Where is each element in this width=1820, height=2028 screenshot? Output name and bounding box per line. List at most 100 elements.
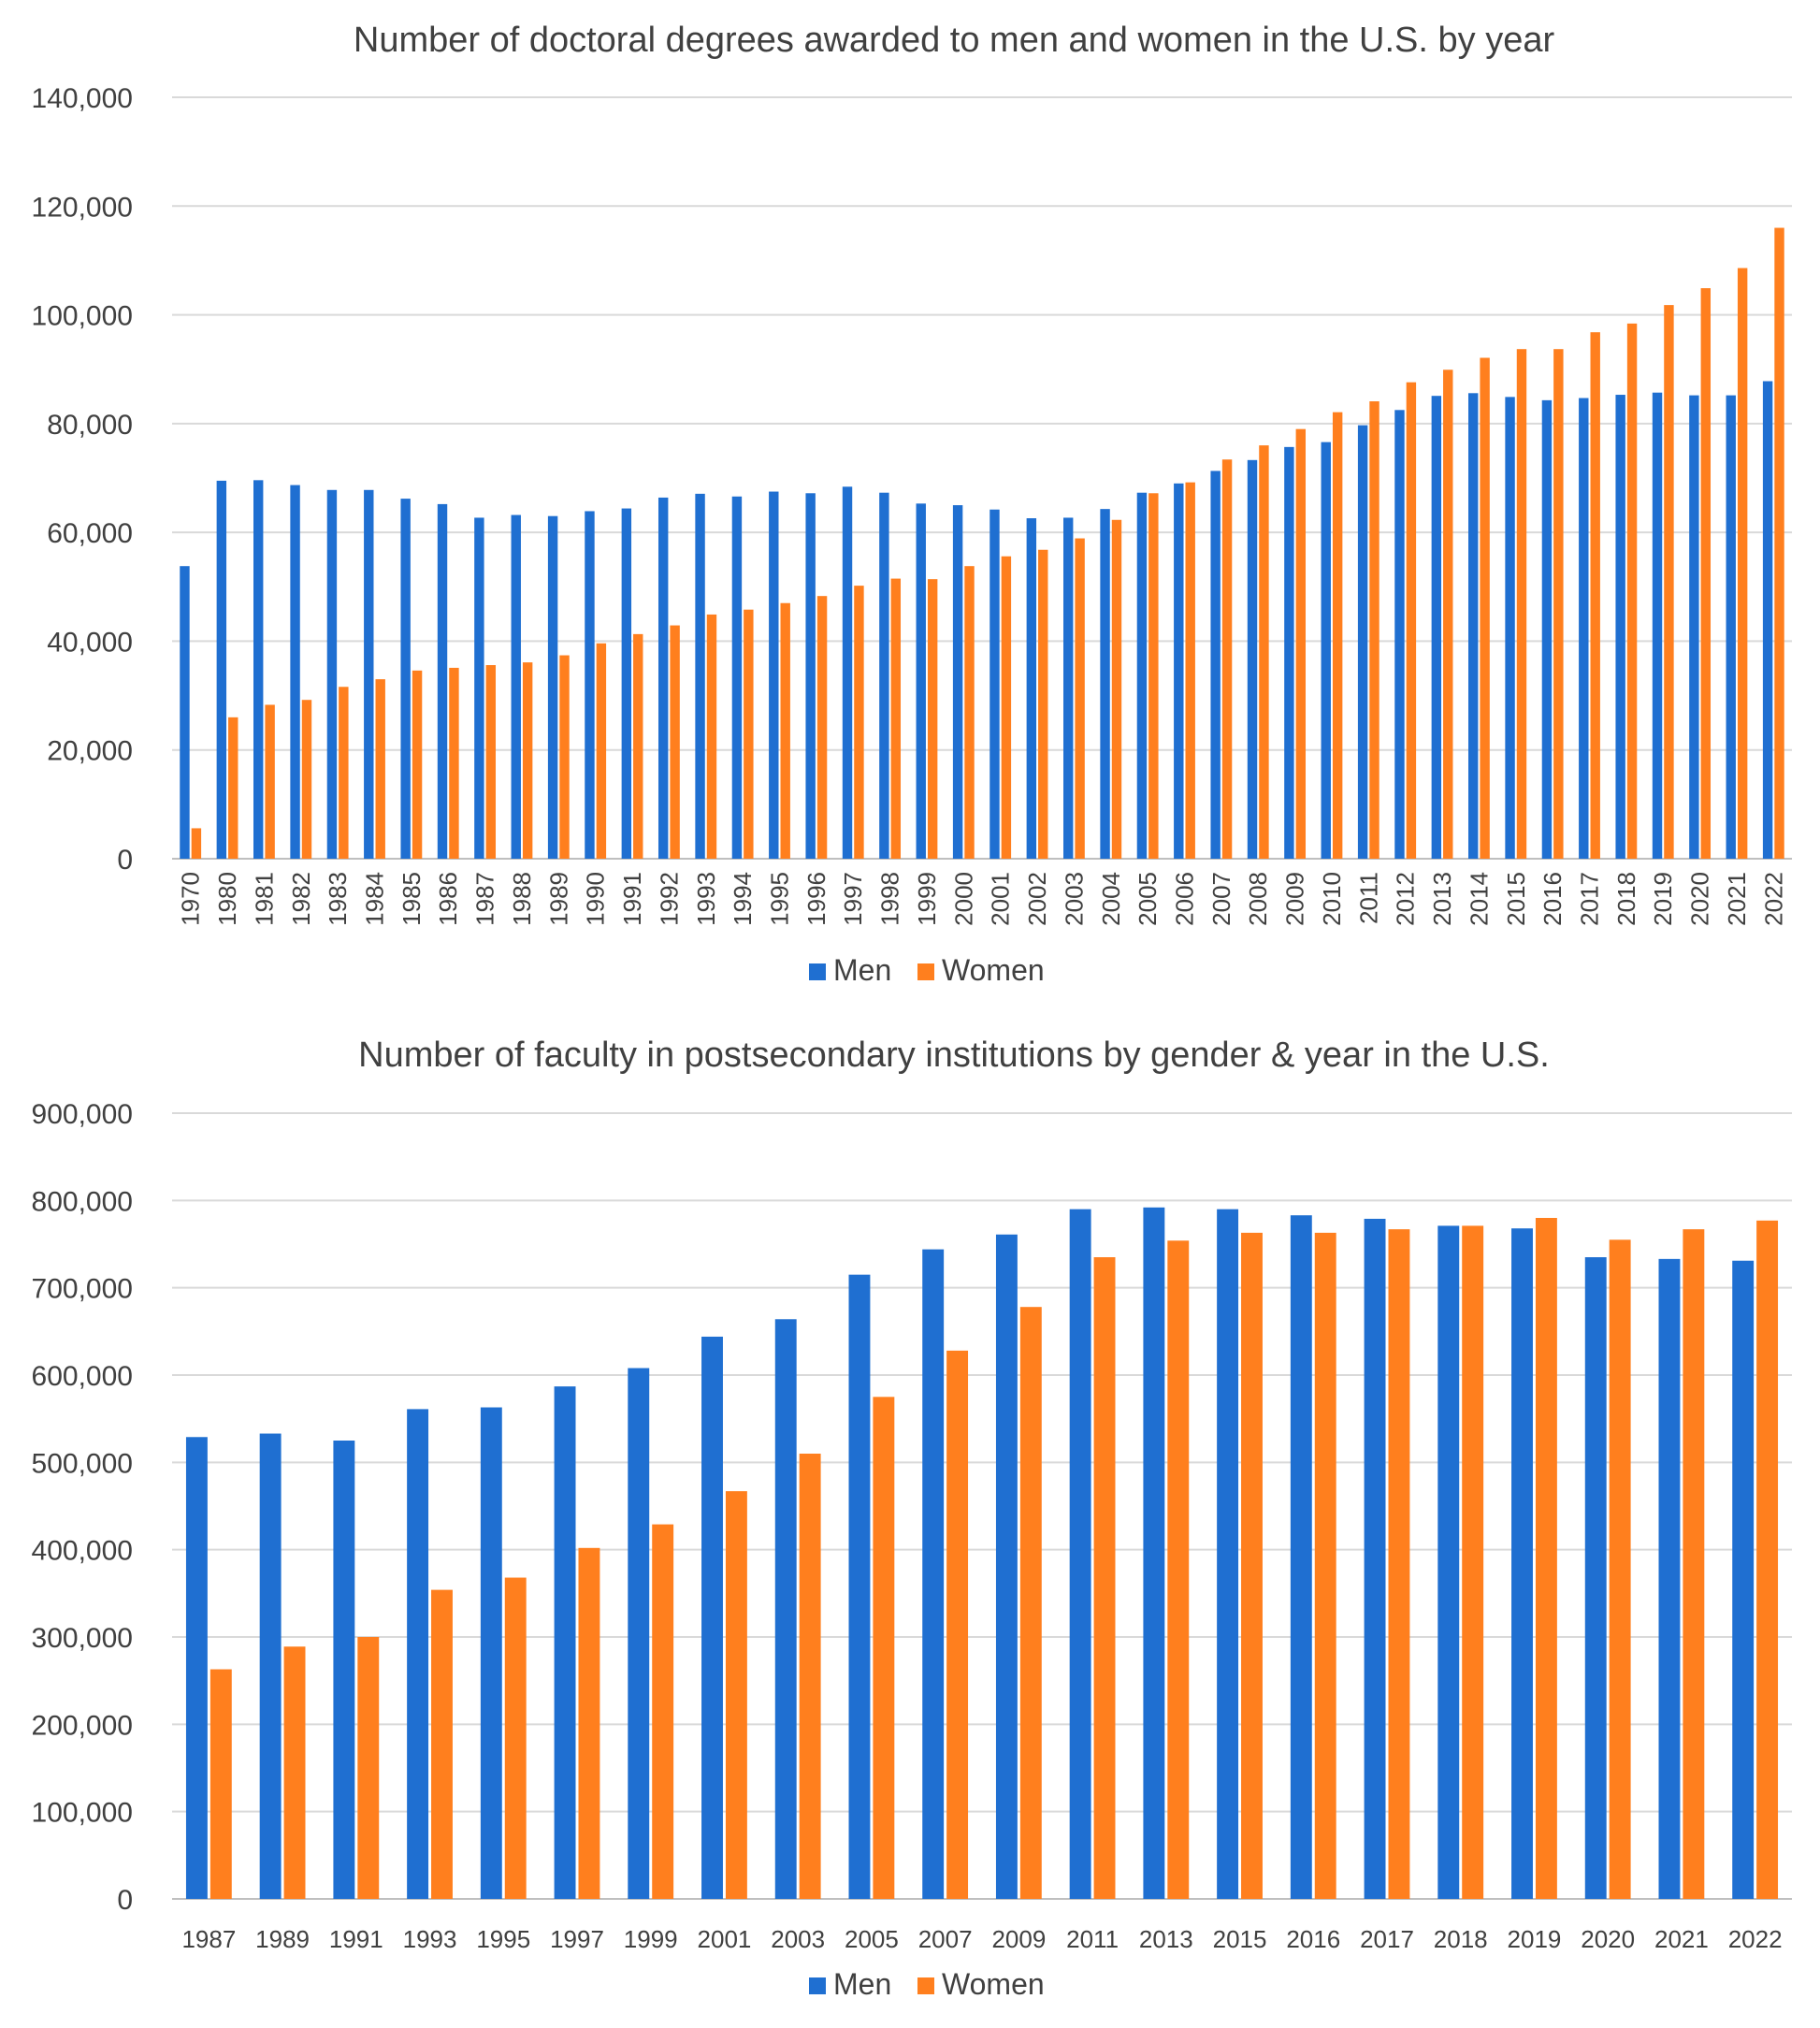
chart-2-bar-women <box>209 1669 232 1899</box>
chart-1-x-tick-label: 1988 <box>508 872 536 926</box>
chart-1-bar-women <box>596 643 607 859</box>
chart-1-x-tick-label: 2003 <box>1060 872 1088 926</box>
chart-2-x-tick-label: 1991 <box>329 1925 383 1953</box>
chart-1-bar-men <box>1210 471 1221 859</box>
chart-1-x-tick-label: 2021 <box>1723 872 1751 926</box>
chart-1-x-tick-label: 2005 <box>1134 872 1162 926</box>
chart-1-bar-women <box>927 579 938 859</box>
chart-2-bar-men <box>1658 1258 1681 1899</box>
chart-2-y-tick-label: 900,000 <box>32 1099 133 1130</box>
chart-2-bar-men <box>554 1386 576 1899</box>
chart-1-legend-label-men: Men <box>833 953 891 987</box>
chart-2-bar-women <box>1683 1229 1705 1899</box>
chart-2-bar-women <box>1167 1240 1190 1899</box>
chart-2-bar-men <box>1511 1228 1533 1899</box>
chart-2-y-tick-label: 300,000 <box>32 1623 133 1654</box>
chart-1-bar-women <box>449 667 459 859</box>
chart-1-bar-women <box>1406 382 1417 859</box>
chart-1-bar-men <box>916 503 926 859</box>
chart-2-bar-women <box>431 1589 453 1899</box>
chart-1-x-tick-label: 2006 <box>1171 872 1199 926</box>
chart-2-title: Number of faculty in postsecondary insti… <box>358 1036 1550 1075</box>
chart-1-bar-men <box>1174 483 1184 859</box>
chart-1-bar-women <box>559 655 570 859</box>
chart-2-bar-women <box>1609 1239 1631 1899</box>
chart-1-bar-men <box>842 486 853 859</box>
chart-1-bar-men <box>695 493 705 859</box>
chart-1-y-tick-label: 100,000 <box>32 301 133 332</box>
chart-1-bar-women <box>1480 357 1490 859</box>
chart-2-bar-women <box>1462 1225 1484 1899</box>
chart-1-x-tick-label: 2002 <box>1023 872 1051 926</box>
chart-1-x-tick-label: 1982 <box>287 872 315 926</box>
chart-1-bar-women <box>1443 369 1453 859</box>
chart-1-bar-women <box>1111 519 1122 859</box>
chart-1-x-tick-label: 2022 <box>1759 872 1787 926</box>
chart-1-bar-men <box>657 497 669 859</box>
chart-1-bar-women <box>485 665 497 859</box>
chart-1-bar-men <box>216 480 227 859</box>
chart-1-x-tick-label: 2019 <box>1649 872 1677 926</box>
chart-2-x-tick-label: 2018 <box>1434 1925 1488 1953</box>
chart-2-bar-men <box>628 1368 650 1899</box>
chart-2-bar-men <box>333 1441 355 1899</box>
chart-2-bar-men <box>1437 1225 1460 1899</box>
chart-2-bar-women <box>1019 1307 1042 1899</box>
chart-1-x-tick-label: 2018 <box>1612 872 1640 926</box>
chart-1-bar-men <box>769 491 779 859</box>
chart-1-x-tick-label: 2004 <box>1097 872 1125 926</box>
chart-1-bar-women <box>191 828 202 859</box>
chart-1-bar-men <box>1689 395 1699 859</box>
chart-1-x-tick-label: 1994 <box>729 872 757 926</box>
chart-2-bar-men <box>480 1407 502 1899</box>
chart-1-y-tick-label: 60,000 <box>47 518 133 549</box>
chart-2-y-tick-label: 100,000 <box>32 1798 133 1829</box>
chart-2-bar-women <box>873 1397 895 1899</box>
chart-1-bar-women <box>1516 349 1527 859</box>
chart-1-bar-men <box>1431 396 1442 859</box>
chart-2-x-tick-label: 1999 <box>624 1925 678 1953</box>
chart-1-bar-men <box>364 489 374 859</box>
chart-1-bar-men <box>1247 459 1258 859</box>
chart-1-bar-men <box>1136 492 1148 859</box>
chart-1-bar-women <box>1295 428 1307 859</box>
chart-2-x-tick-label: 1989 <box>255 1925 310 1953</box>
chart-1-x-tick-label: 1996 <box>802 872 831 926</box>
chart-2-x-tick-label: 2016 <box>1286 1925 1340 1953</box>
chart-1-bar-women <box>1369 401 1379 859</box>
chart-2-bar-women <box>1756 1220 1779 1899</box>
chart-2-y-tick-label: 700,000 <box>32 1274 133 1305</box>
chart-1-bar-men <box>474 517 484 859</box>
chart-1-bar-women <box>1737 268 1748 859</box>
chart-1-x-tick-label: 2008 <box>1244 872 1272 926</box>
chart-1-x-tick-label: 1992 <box>655 872 683 926</box>
chart-1-x-tick-label: 2010 <box>1318 872 1346 926</box>
chart-1-bar-men <box>1394 410 1405 859</box>
chart-2-x-tick-label: 2017 <box>1360 1925 1414 1953</box>
chart-2-x-tick-label: 2001 <box>698 1925 752 1953</box>
chart-1-bar-women <box>890 578 902 859</box>
chart-1-x-tick-label: 2015 <box>1502 872 1530 926</box>
chart-1-bar-women <box>1664 305 1674 859</box>
chart-2-bar-women <box>1241 1232 1263 1899</box>
chart-1-bar-men <box>1615 395 1625 859</box>
chart-2-bar-men <box>848 1274 871 1899</box>
chart-1-y-tick-label: 20,000 <box>47 736 133 767</box>
chart-2-bar-men <box>1217 1209 1239 1899</box>
chart-2-x-tick-label: 2007 <box>918 1925 973 1953</box>
chart-2-bar-men <box>1290 1215 1312 1899</box>
chart-1-x-tick-label: 1993 <box>692 872 720 926</box>
chart-1-bar-women <box>706 614 717 859</box>
chart-1-bar-men <box>621 508 632 859</box>
chart-1-bar-women <box>1001 556 1012 859</box>
chart-1-bar-women <box>375 679 385 859</box>
chart-1-bar-women <box>1332 412 1343 859</box>
chart-1-bar-men <box>1062 517 1074 859</box>
chart-1-x-tick-label: 2001 <box>987 872 1015 926</box>
chart-2-x-tick-label: 1987 <box>181 1925 236 1953</box>
chart-2-x-tick-label: 1993 <box>403 1925 457 1953</box>
chart-1-bar-women <box>1774 227 1784 860</box>
chart-2-bar-women <box>725 1491 747 1899</box>
